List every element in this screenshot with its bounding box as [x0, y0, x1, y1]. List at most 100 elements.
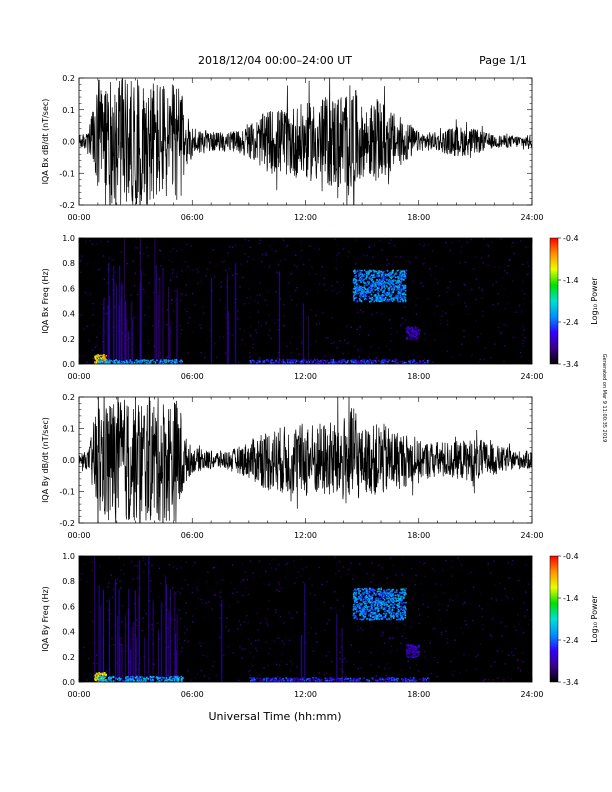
bx-spectrogram-feature-cell — [282, 361, 285, 363]
bx-spectrogram-noise-cell — [180, 249, 182, 251]
bx-spectrogram-feature-cell — [143, 359, 145, 361]
bx-spectrogram-noise-cell — [219, 335, 221, 337]
by-spectrogram-feature-cell — [359, 607, 361, 609]
bx-spectrogram-feature-cell — [262, 361, 265, 364]
by-spectrogram-noise-cell — [241, 657, 243, 659]
by-spectrogram-noise-cell — [258, 560, 261, 562]
by-spectrogram-feature-cell — [366, 590, 368, 593]
by-spectrogram-feature-cell — [364, 587, 366, 590]
by-spectrogram-feature-cell — [303, 680, 306, 682]
by-spectrogram-feature-cell — [396, 607, 398, 609]
bx-spectrogram-feature-cell — [361, 361, 364, 363]
by-spectrogram-noise-cell — [119, 580, 121, 582]
bx-spectrogram-noise-cell — [440, 323, 442, 325]
bx-spectrogram-feature-cell — [397, 286, 399, 289]
bx-spectrogram-feature-cell — [376, 292, 379, 295]
bx-spectrogram-feature-cell — [397, 292, 400, 295]
bx-spectrogram-noise-cell — [126, 263, 128, 265]
bx-spectrogram-noise-cell — [457, 294, 459, 296]
bx-spectrogram-noise-cell — [81, 255, 83, 257]
bx-spectrogram-feature-cell — [100, 362, 103, 364]
bx-spectrogram-feature-cell — [98, 355, 101, 357]
bx-spectrogram-feature-cell — [355, 281, 357, 283]
bx-spectrogram-noise-cell — [528, 265, 530, 267]
by-spectrogram-feature-cell — [353, 677, 356, 680]
bx-spectrogram-noise-cell — [171, 261, 174, 263]
bx-spectrogram-noise-cell — [445, 312, 447, 314]
bx-spectrogram-feature-cell — [400, 289, 402, 292]
bx-spectrogram-noise-cell — [171, 276, 174, 278]
by-spectrogram-noise-cell — [251, 642, 253, 644]
bx-spectrogram-noise-cell — [503, 287, 505, 290]
by-spectrogram-noise-cell — [500, 621, 502, 624]
bx-spectrogram-feature-cell — [377, 283, 379, 285]
by-spectrogram-feature-cell — [104, 673, 106, 675]
bx-spectrogram-feature-cell — [371, 297, 374, 299]
bx-spectrogram-x-ticks: 00:00 06:00 12:00 18:00 24:00 — [67, 238, 544, 381]
by-spectrogram-feature-cell — [360, 612, 362, 614]
by-spectrogram-noise-cell — [154, 612, 156, 614]
by-spectrogram-feature-cell — [355, 599, 357, 601]
bx-waveform-trace — [79, 78, 532, 205]
by-spectrogram-feature-cell — [392, 614, 395, 616]
by-spectrogram-feature-cell — [275, 680, 277, 682]
bx-spectrogram-noise-cell — [477, 336, 479, 338]
bx-spectrogram-feature-cell — [104, 356, 106, 359]
bx-spectrogram-feature-cell — [381, 274, 383, 276]
by-spectrogram-feature-cell — [321, 681, 324, 682]
bx-spectrogram-feature-cell — [384, 273, 387, 276]
by-spectrogram-noise-cell — [279, 616, 282, 618]
bx-spectrogram-feature-cell — [389, 276, 392, 279]
bx-spectrogram-feature-cell — [416, 326, 418, 329]
bx-spectrogram-noise-cell — [170, 330, 172, 333]
by-spectrogram-feature-cell — [296, 677, 298, 679]
by-spectrogram-y-tick-label: 0.0 — [62, 678, 75, 687]
by-spectrogram-feature-cell — [385, 594, 388, 597]
bx-spectrogram-feature-cell — [396, 297, 399, 299]
by-spectrogram-feature-cell — [363, 677, 366, 679]
by-spectrogram-noise-cell — [392, 564, 394, 567]
by-spectrogram-feature-cell — [157, 677, 160, 680]
by-spectrogram-feature-cell — [388, 597, 391, 599]
by-spectrogram-feature-cell — [387, 601, 390, 604]
bx-spectrogram-feature-cell — [369, 269, 371, 272]
bx-spectrogram-noise-cell — [318, 282, 320, 285]
by-spectrogram-noise-cell — [220, 604, 222, 607]
bx-spectrogram-feature-cell — [392, 291, 395, 294]
by-spectrogram-feature-cell — [360, 595, 363, 598]
by-spectrogram-noise-cell — [105, 670, 108, 672]
bx-spectrogram-feature-cell — [108, 361, 111, 364]
by-spectrogram-feature-cell — [367, 600, 370, 603]
bx-spectrogram-feature-cell — [360, 300, 363, 302]
bx-spectrogram-feature-cell — [360, 277, 363, 280]
bx-spectrogram-noise-cell — [289, 295, 292, 297]
bx-spectrogram-feature-cell — [350, 359, 352, 362]
bx-spectrogram-colorbar-tick-label: -3.4 — [563, 360, 579, 369]
bx-spectrogram-feature-cell — [397, 282, 400, 284]
bx-spectrogram-noise-cell — [471, 354, 473, 357]
by-spectrogram-feature-cell — [407, 645, 409, 648]
bx-spectrogram-feature-cell — [323, 360, 326, 363]
by-spectrogram-feature-cell — [375, 679, 377, 682]
bx-spectrogram-feature-cell — [97, 360, 100, 362]
by-spectrogram-feature-cell — [317, 678, 320, 680]
by-spectrogram-feature-cell — [94, 676, 97, 679]
bx-spectrogram-feature-cell — [144, 359, 147, 362]
bx-spectrogram-feature-cell — [392, 280, 394, 283]
bx-spectrogram-noise-cell — [166, 309, 169, 311]
bx-spectrogram-noise-cell — [350, 326, 352, 328]
by-spectrogram-feature-cell — [362, 677, 364, 680]
bx-spectrogram-noise-cell — [475, 278, 478, 280]
by-spectrogram-noise-cell — [454, 639, 456, 641]
by-spectrogram-noise-cell — [344, 657, 346, 659]
bx-spectrogram-feature-cell — [370, 278, 373, 280]
bx-spectrogram-feature-cell — [388, 283, 391, 286]
by-spectrogram-streak — [157, 630, 159, 682]
by-spectrogram-feature-cell — [273, 680, 275, 682]
by-spectrogram-feature-cell — [382, 680, 384, 682]
bx-spectrogram-noise-cell — [158, 249, 160, 252]
by-spectrogram-feature-cell — [383, 602, 386, 604]
bx-spectrogram-feature-cell — [387, 282, 390, 284]
bx-spectrogram-noise-cell — [199, 324, 201, 326]
by-spectrogram-feature-cell — [359, 609, 361, 612]
